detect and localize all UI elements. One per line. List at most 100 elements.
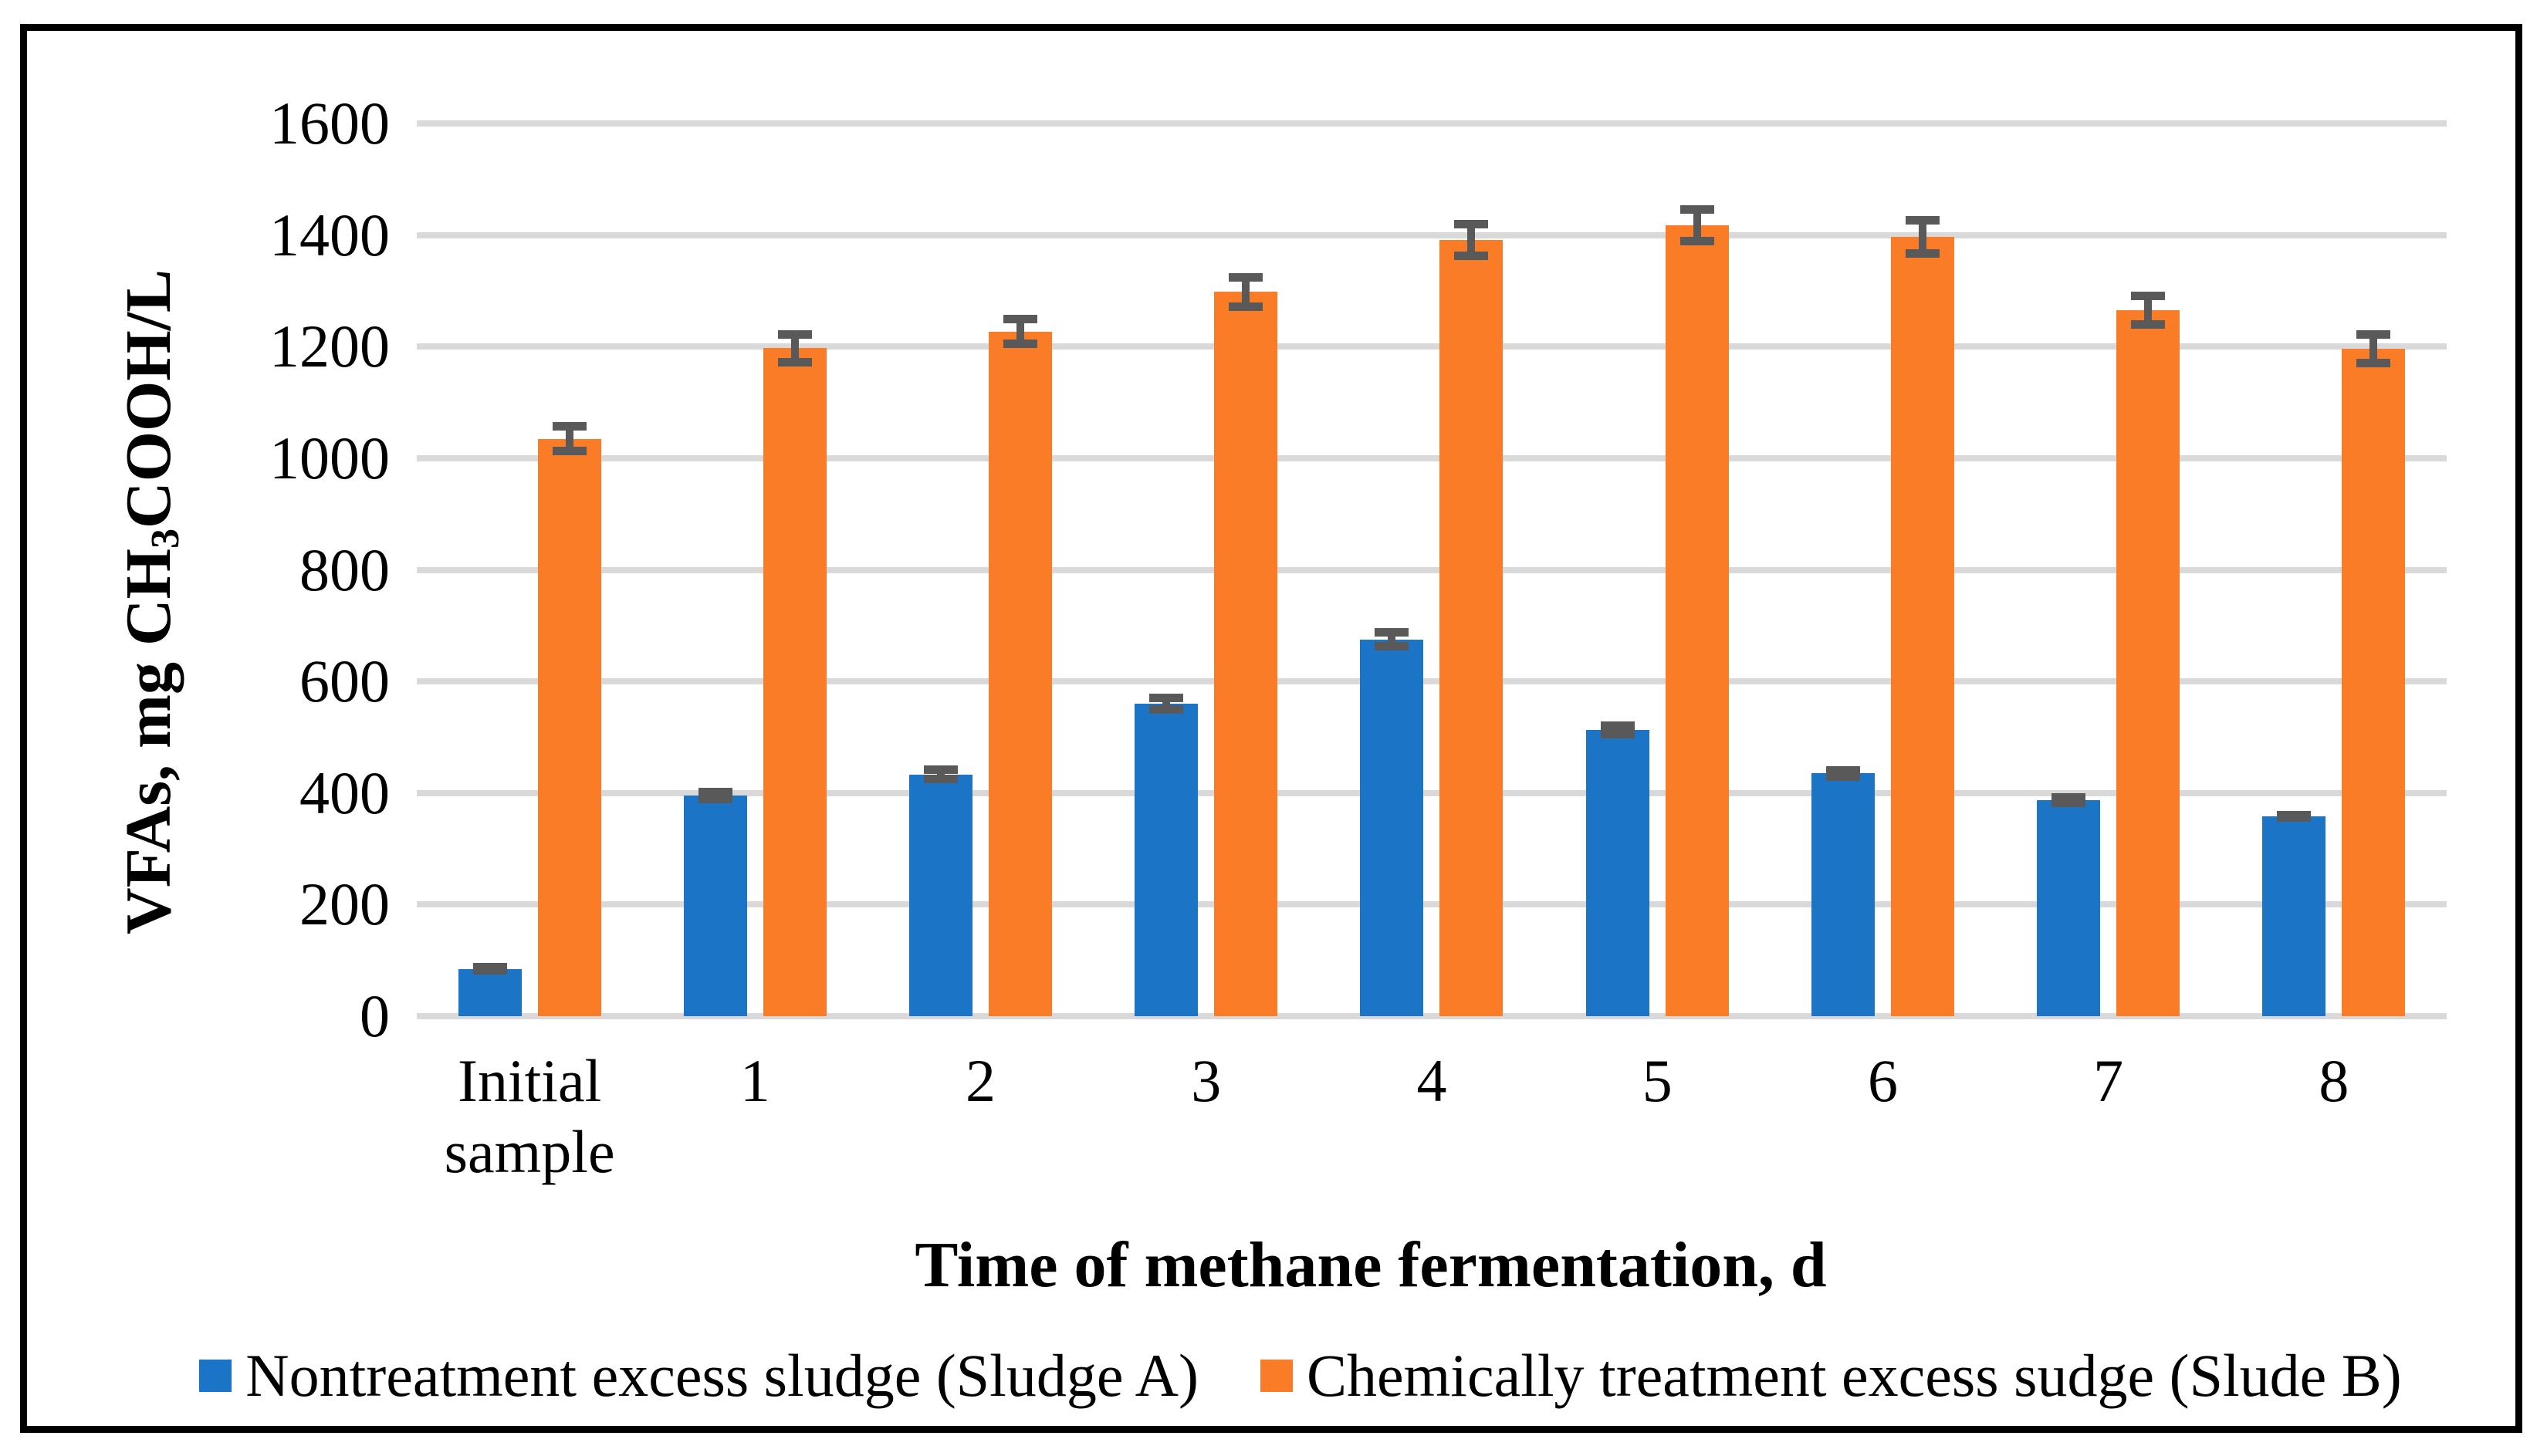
x-tick-label: 1 — [642, 1046, 868, 1116]
error-bar-cap — [472, 965, 507, 975]
category-slot — [417, 123, 642, 1016]
category-slot — [2221, 123, 2447, 1016]
error-bar-stem — [1467, 220, 1476, 261]
gridline — [417, 454, 2447, 461]
category-slot — [642, 123, 868, 1016]
y-tick-label: 800 — [299, 535, 390, 603]
error-bar-cap — [2277, 813, 2312, 823]
gridline — [417, 901, 2447, 908]
x-tick-label: 8 — [2221, 1046, 2447, 1116]
y-tick-label: 600 — [299, 647, 390, 715]
error-bar-cap — [924, 765, 959, 775]
bar-sludge-b — [1214, 292, 1278, 1016]
error-bar-cap — [924, 775, 959, 784]
legend: Nontreatment excess sludge (Sludge A) Che… — [27, 1333, 2547, 1418]
error-bar-cap — [1375, 628, 1409, 637]
bar-sludge-a — [2262, 816, 2326, 1016]
error-bar-cap — [1825, 766, 1860, 775]
x-tick-label: 2 — [868, 1046, 1093, 1116]
bar-sludge-a — [1811, 773, 1875, 1016]
bar-sludge-b — [1890, 236, 1954, 1016]
y-tick-label: 1200 — [269, 312, 390, 380]
x-tick-label-text: 1 — [739, 1047, 770, 1114]
gridline — [417, 566, 2447, 573]
legend-swatch-icon — [199, 1360, 232, 1392]
x-tick-label-text: 8 — [2319, 1047, 2349, 1114]
legend-label: Nontreatment excess sludge (Sludge A) — [245, 1342, 1199, 1409]
y-tick-label: 1000 — [269, 424, 390, 492]
bar-sludge-b — [2116, 310, 2180, 1016]
error-bar-cap — [1600, 721, 1635, 731]
x-axis-title: Time of methane fermentation, d — [915, 1229, 1827, 1301]
error-bar-cap — [552, 447, 587, 456]
error-bar-stem — [2144, 292, 2153, 329]
error-bar-stem — [1016, 315, 1025, 349]
bar-sludge-a — [1585, 730, 1649, 1016]
category-slot — [868, 123, 1093, 1016]
category-slot — [1094, 123, 1319, 1016]
y-axis-title-text: COOH/L — [113, 269, 184, 529]
bar-sludge-a — [909, 774, 973, 1016]
legend-label: Chemically treatment excess sudge (Slude… — [1306, 1342, 2402, 1409]
error-bar-cap — [552, 421, 587, 431]
error-bar-stem — [1242, 272, 1250, 311]
bar-sludge-b — [763, 348, 827, 1016]
x-tick-label: 3 — [1094, 1046, 1319, 1116]
y-tick-label: 1600 — [269, 90, 390, 157]
legend-item-sludge-a: Nontreatment excess sludge (Sludge A) — [199, 1340, 1199, 1411]
error-bar-cap — [2131, 320, 2166, 329]
x-tick-label-text: 3 — [1191, 1047, 1222, 1114]
error-bar-stem — [1693, 205, 1701, 246]
x-tick-label-text: 2 — [966, 1047, 996, 1114]
gridline — [417, 789, 2447, 796]
error-bar-cap — [2356, 330, 2391, 340]
legend-swatch-icon — [1260, 1360, 1293, 1392]
x-tick-label: 4 — [1319, 1046, 1544, 1116]
bar-sludge-b — [1439, 240, 1504, 1016]
bar-sludge-a — [683, 796, 747, 1016]
error-bar-cap — [1905, 248, 1940, 258]
bar-sludge-a — [1135, 704, 1199, 1016]
bar-sludge-b — [1665, 225, 1729, 1016]
x-tick-label: 5 — [1544, 1046, 1770, 1116]
y-tick-label: 400 — [299, 758, 390, 826]
error-bar-stem — [1162, 694, 1171, 714]
bar-sludge-a — [1360, 639, 1424, 1016]
error-bar-stem — [565, 421, 573, 456]
x-tick-label: Initial sample — [417, 1046, 642, 1187]
legend-item-sludge-b: Chemically treatment excess sudge (Slude… — [1260, 1340, 2402, 1411]
error-bar-cap — [698, 788, 732, 797]
bar-sludge-b — [2342, 349, 2406, 1016]
gridline — [417, 231, 2447, 238]
error-bar-stem — [1918, 216, 1926, 258]
error-bar-cap — [1905, 216, 1940, 225]
error-bar-cap — [1149, 705, 1184, 714]
error-bar-cap — [2051, 798, 2086, 807]
gridline — [417, 678, 2447, 685]
category-slot — [1319, 123, 1544, 1016]
y-tick-label: 0 — [360, 982, 390, 1049]
x-tick-label-text: 4 — [1416, 1047, 1447, 1114]
error-bar-stem — [937, 765, 945, 784]
category-slot — [1770, 123, 1995, 1016]
error-bar-cap — [1229, 272, 1263, 282]
error-bar-cap — [777, 330, 812, 340]
error-bar-stem — [790, 330, 799, 367]
gridline — [417, 1013, 2447, 1019]
plot-area: 0 200 400 600 800 1000 1200 1400 1600 Initial sam… — [269, 93, 2447, 1185]
error-bar-cap — [2356, 359, 2391, 367]
x-tick-label-text: 5 — [1642, 1047, 1673, 1114]
error-bar-cap — [1454, 220, 1489, 229]
error-bar-cap — [1454, 252, 1489, 261]
category-slot — [1996, 123, 2221, 1016]
bar-sludge-b — [537, 438, 601, 1016]
error-bar-cap — [698, 795, 732, 804]
x-tick-label-text: Initial sample — [444, 1047, 615, 1185]
bar-sludge-a — [2037, 800, 2101, 1016]
error-bar-cap — [1679, 237, 1714, 246]
error-bar-cap — [1825, 772, 1860, 781]
error-bar-cap — [2051, 793, 2086, 802]
category-slot — [1544, 123, 1770, 1016]
error-bar-cap — [1600, 729, 1635, 738]
